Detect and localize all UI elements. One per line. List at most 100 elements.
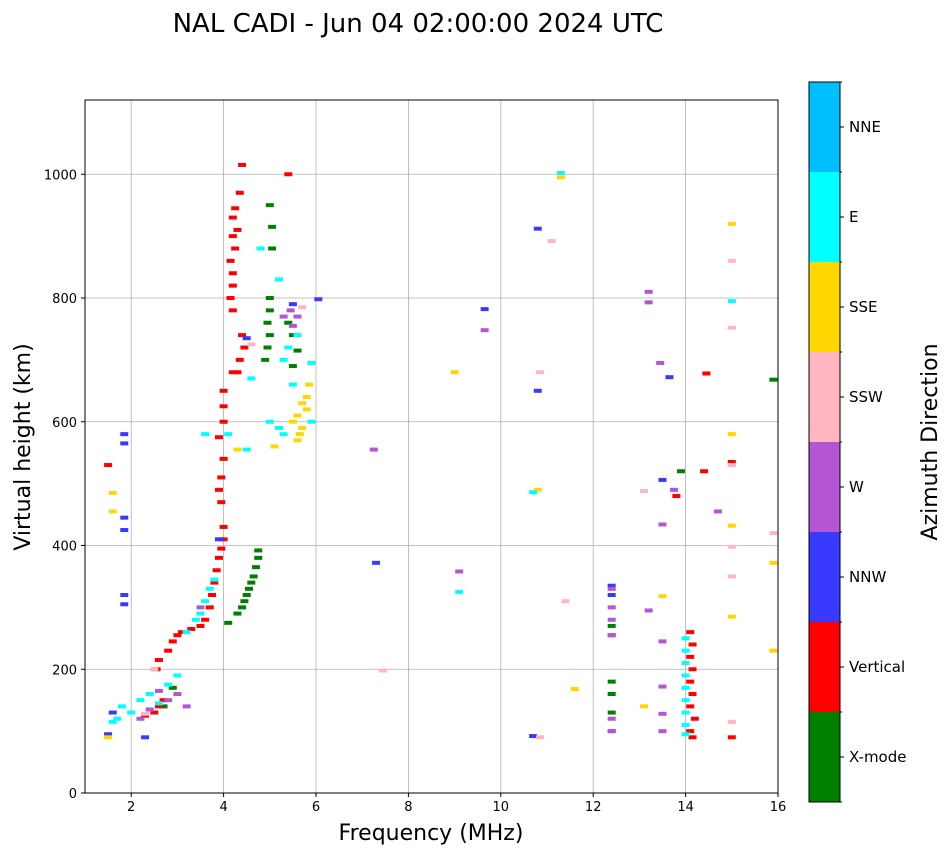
point-x-mode-22 bbox=[288, 364, 297, 369]
point-ssw-2 bbox=[247, 342, 256, 347]
point-e-6 bbox=[154, 701, 163, 706]
point-w-4 bbox=[173, 692, 182, 696]
point-e-30 bbox=[455, 589, 464, 594]
point-vertical-62 bbox=[672, 494, 681, 498]
colorbar-swatch-x-mode bbox=[809, 712, 840, 802]
point-x-mode-1 bbox=[168, 685, 177, 690]
point-w-28 bbox=[658, 729, 667, 734]
point-e-0 bbox=[108, 719, 117, 724]
point-ssw-6 bbox=[536, 370, 545, 375]
colorbar: X-mode Vertical NNW W SSW SSE E NNE bbox=[808, 81, 906, 803]
point-nnw-17 bbox=[529, 734, 538, 739]
point-nnw-22 bbox=[665, 375, 674, 380]
point-vertical-16 bbox=[212, 568, 221, 573]
x-axis-label: Frequency (MHz) bbox=[339, 821, 524, 846]
x-tick-label-0: 2 bbox=[127, 800, 135, 815]
point-sse-19 bbox=[658, 594, 667, 599]
point-vertical-46 bbox=[104, 463, 113, 468]
point-e-14 bbox=[210, 577, 219, 582]
point-sse-10 bbox=[302, 395, 311, 399]
point-e-11 bbox=[196, 611, 205, 616]
point-e-12 bbox=[201, 599, 210, 604]
point-w-10 bbox=[288, 323, 297, 328]
point-vertical-15 bbox=[210, 580, 219, 585]
point-vertical-10 bbox=[187, 627, 196, 632]
point-vertical-3 bbox=[159, 698, 168, 703]
point-w-21 bbox=[644, 300, 653, 305]
point-vertical-35 bbox=[226, 296, 235, 300]
point-vertical-31 bbox=[235, 357, 244, 362]
point-x-mode-16 bbox=[263, 320, 272, 325]
point-x-mode-10 bbox=[251, 565, 260, 570]
colorbar-swatch-sse bbox=[809, 262, 840, 352]
point-vertical-24 bbox=[219, 456, 228, 461]
point-w-17 bbox=[607, 633, 616, 638]
point-x-mode-31 bbox=[676, 469, 685, 474]
point-vertical-54 bbox=[686, 704, 695, 709]
y-axis-ticks: 0 200 400 600 800 1000 bbox=[44, 168, 85, 802]
point-x-mode-14 bbox=[263, 345, 272, 350]
point-vertical-28 bbox=[219, 388, 228, 393]
point-vertical-18 bbox=[217, 546, 226, 551]
point-sse-3 bbox=[233, 447, 242, 452]
point-sse-13 bbox=[293, 438, 302, 443]
point-x-mode-21 bbox=[265, 203, 274, 208]
point-e-18 bbox=[247, 376, 256, 381]
point-e-24 bbox=[288, 382, 297, 387]
point-e-16 bbox=[224, 432, 233, 437]
point-x-mode-24 bbox=[288, 333, 297, 338]
point-vertical-42 bbox=[228, 215, 237, 220]
point-sse-7 bbox=[298, 425, 307, 430]
point-vertical-32 bbox=[240, 345, 249, 350]
point-nnw-14 bbox=[480, 307, 489, 312]
point-x-mode-29 bbox=[607, 623, 616, 628]
point-w-18 bbox=[607, 716, 616, 721]
point-e-3 bbox=[127, 710, 136, 715]
point-sse-25 bbox=[769, 648, 778, 653]
point-x-mode-32 bbox=[769, 377, 778, 382]
point-ssw-9 bbox=[640, 489, 649, 494]
colorbar-label-vertical: Vertical bbox=[849, 658, 905, 676]
point-e-39 bbox=[681, 710, 690, 715]
point-vertical-39 bbox=[231, 246, 240, 251]
point-w-19 bbox=[607, 729, 616, 734]
point-nnw-7 bbox=[120, 602, 129, 607]
point-x-mode-25 bbox=[284, 320, 293, 325]
point-e-7 bbox=[164, 682, 173, 687]
point-ssw-16 bbox=[769, 531, 778, 536]
x-axis-ticks: 2 4 6 8 10 12 14 16 bbox=[127, 793, 786, 815]
point-sse-15 bbox=[533, 487, 542, 492]
colorbar-swatch-vertical bbox=[809, 622, 840, 712]
point-e-42 bbox=[727, 299, 736, 304]
point-x-mode-13 bbox=[261, 357, 270, 362]
point-vertical-12 bbox=[201, 617, 210, 622]
point-sse-2 bbox=[108, 509, 117, 514]
x-tick-label-4: 10 bbox=[493, 800, 510, 815]
point-ssw-1 bbox=[150, 667, 159, 672]
point-w-24 bbox=[658, 522, 667, 527]
point-e-25 bbox=[284, 345, 293, 350]
point-nnw-18 bbox=[607, 593, 616, 597]
point-vertical-21 bbox=[217, 500, 226, 505]
colorbar-frame bbox=[808, 81, 841, 803]
point-x-mode-6 bbox=[242, 593, 251, 597]
point-x-mode-11 bbox=[254, 555, 263, 560]
point-x-mode-27 bbox=[607, 692, 616, 696]
point-vertical-38 bbox=[226, 258, 235, 263]
point-vertical-2 bbox=[154, 704, 163, 709]
point-w-22 bbox=[644, 608, 653, 613]
point-sse-14 bbox=[450, 370, 459, 375]
point-vertical-33 bbox=[238, 333, 247, 338]
point-e-35 bbox=[681, 661, 690, 666]
point-x-mode-9 bbox=[249, 574, 258, 579]
point-x-mode-5 bbox=[240, 599, 249, 604]
point-sse-0 bbox=[104, 735, 113, 740]
point-vertical-45 bbox=[238, 162, 247, 167]
point-sse-20 bbox=[727, 221, 736, 226]
point-nnw-2 bbox=[120, 432, 129, 437]
x-tick-label-2: 6 bbox=[312, 800, 320, 815]
point-w-25 bbox=[658, 639, 667, 644]
point-vertical-41 bbox=[233, 227, 242, 232]
point-e-5 bbox=[145, 692, 154, 696]
